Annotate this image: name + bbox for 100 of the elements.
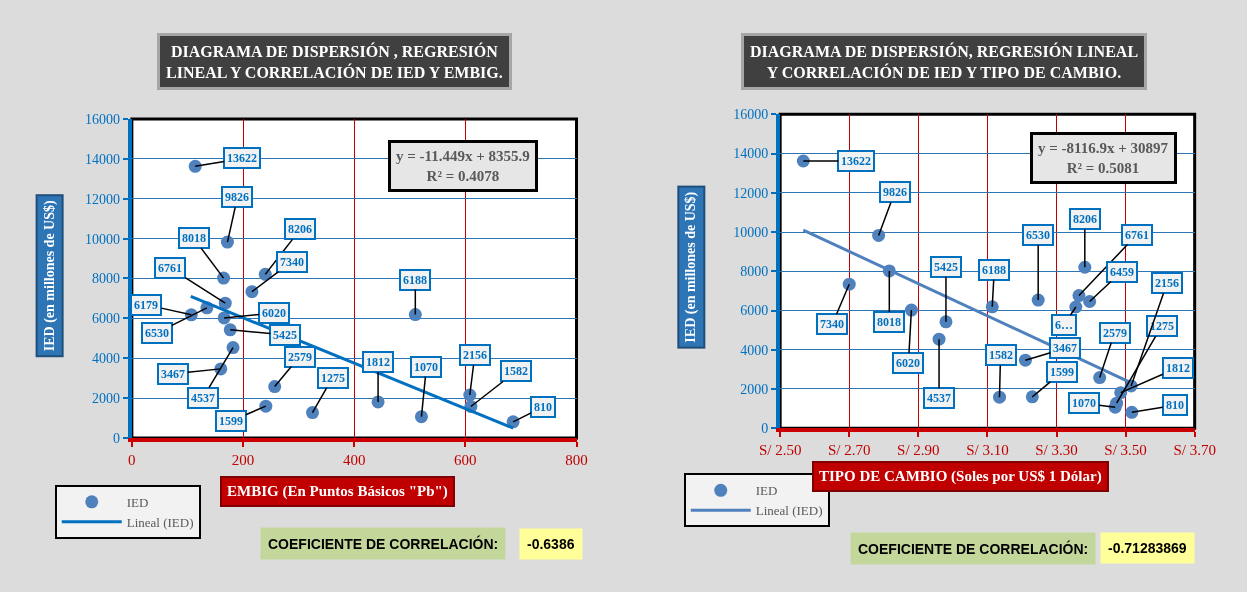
annotation: R² = 0.4078 — [426, 167, 500, 184]
y-tick-label: 6000 — [92, 311, 121, 327]
data-label: 2156 — [1155, 276, 1179, 290]
data-label: 13622 — [841, 154, 871, 168]
data-label: 4537 — [927, 391, 951, 405]
data-label: 13622 — [227, 151, 257, 165]
x-tick-label: 200 — [231, 452, 255, 469]
y-tick-label: 14000 — [85, 151, 121, 167]
data-label: 6020 — [896, 356, 920, 370]
y-tick-label: 16000 — [733, 107, 769, 123]
legend-label: Lineal (IED) — [755, 503, 823, 519]
annotation: R² = 0.5081 — [1066, 159, 1140, 176]
data-label: 6188 — [982, 263, 1006, 277]
text: -0.71283869 — [1108, 540, 1187, 556]
data-label: 7340 — [280, 255, 304, 269]
point — [872, 228, 886, 242]
text: COEFICIENTE DE CORRELACIÓN: — [858, 540, 1089, 557]
y-tick-label: 4000 — [92, 351, 121, 367]
x-tick-label: S/ 2.90 — [897, 442, 940, 459]
data-label: 1070 — [1072, 396, 1096, 410]
point — [1093, 371, 1107, 385]
point — [1018, 353, 1032, 367]
legend-label: IED — [755, 483, 778, 499]
data-label: 3467 — [161, 367, 185, 381]
y-tick-label: 10000 — [85, 231, 121, 247]
chart-title: DIAGRAMA DE DISPERSIÓN, REGRESIÓN LINEAL Y CORRELACIÓN DE IED Y TIPO DE CAMBIO. — [750, 42, 1139, 81]
y-tick-label: 10000 — [733, 224, 769, 240]
data-label: 1599 — [1050, 365, 1074, 379]
text: -0.6386 — [527, 536, 575, 552]
data-label: 1599 — [219, 414, 243, 428]
data-label: 6761 — [1125, 228, 1149, 242]
x-axis-title: EMBIG (En Puntos Básicos "Pb") — [227, 483, 448, 500]
data-label: 9826 — [225, 190, 249, 204]
y-tick-label: 0 — [761, 421, 769, 437]
data-label: 8018 — [877, 315, 901, 329]
legend-label: IED — [126, 494, 149, 510]
y-tick-label: 8000 — [740, 264, 769, 280]
data-label: 1582 — [989, 348, 1013, 362]
data-label: 6179 — [134, 298, 158, 312]
y-tick-label: 12000 — [85, 191, 121, 207]
point — [245, 285, 259, 299]
point — [306, 406, 319, 420]
point — [904, 303, 918, 317]
data-label: 8206 — [288, 222, 312, 236]
data-label: 6530 — [145, 326, 169, 340]
data-label: 4537 — [191, 391, 215, 405]
text: COEFICIENTE DE CORRELACIÓN: — [268, 535, 499, 552]
data-label: 1812 — [366, 355, 390, 369]
x-tick-label: S/ 3.10 — [966, 442, 1009, 459]
data-label: 6530 — [1026, 228, 1050, 242]
point — [188, 159, 202, 173]
y-tick-label: 2000 — [740, 381, 769, 397]
point — [414, 410, 428, 424]
point — [1083, 295, 1097, 308]
data-label: 8206 — [1073, 212, 1097, 226]
point — [226, 341, 240, 355]
point — [993, 390, 1006, 404]
y-axis-title: IED (en millones de US$) — [683, 191, 700, 343]
data-label: 6459 — [1110, 265, 1134, 279]
x-tick-label: S/ 3.50 — [1104, 442, 1147, 459]
data-label: 7340 — [820, 317, 844, 331]
y-tick-label: 2000 — [92, 391, 121, 407]
data-label: 1070 — [414, 360, 438, 374]
data-label: 9826 — [883, 185, 907, 199]
x-axis-title: TIPO DE CAMBIO (Soles por US$ 1 Dólar) — [819, 468, 1102, 485]
annotation: y = -8116.9x + 30897 — [1038, 140, 1169, 156]
data-label: 1812 — [1166, 361, 1190, 375]
chart-title: DIAGRAMA DE DISPERSIÓN , REGRESIÓN LINEAL Y CORRELACIÓN DE IED Y EMBIG. — [166, 42, 503, 81]
x-tick-label: S/ 3.70 — [1173, 442, 1216, 459]
y-tick-label: 4000 — [740, 342, 769, 358]
y-tick-label: 12000 — [733, 185, 769, 201]
x-tick-label: 600 — [454, 452, 477, 469]
y-axis-title: IED (en millones de US$) — [41, 199, 58, 352]
point — [1025, 390, 1039, 404]
data-label: 810 — [1166, 398, 1184, 412]
data-label: 2156 — [463, 348, 487, 362]
data-label: 5425 — [934, 260, 958, 274]
point — [842, 277, 856, 291]
x-tick-label: S/ 3.30 — [1035, 442, 1078, 459]
x-tick-label: 0 — [128, 452, 136, 469]
point — [220, 235, 234, 249]
point — [217, 271, 231, 285]
y-tick-label: 0 — [113, 430, 121, 446]
y-tick-label: 14000 — [733, 146, 769, 162]
point — [408, 308, 422, 322]
data-label: 6761 — [158, 261, 182, 275]
data-label: 810 — [534, 400, 552, 414]
data-label: 1275 — [321, 371, 345, 385]
legend-label: Lineal (IED) — [126, 514, 194, 530]
data-label: 2579 — [288, 350, 312, 364]
point — [985, 300, 999, 314]
y-tick-label: 16000 — [85, 111, 121, 127]
y-tick-label: 8000 — [92, 271, 121, 287]
point — [259, 399, 273, 413]
x-tick-label: 800 — [565, 452, 588, 469]
y-tick-label: 6000 — [740, 303, 769, 319]
data-label: 6… — [1055, 318, 1073, 332]
data-label: 6020 — [262, 306, 286, 320]
data-label: 6188 — [403, 273, 427, 287]
data-label: 1582 — [504, 364, 528, 378]
